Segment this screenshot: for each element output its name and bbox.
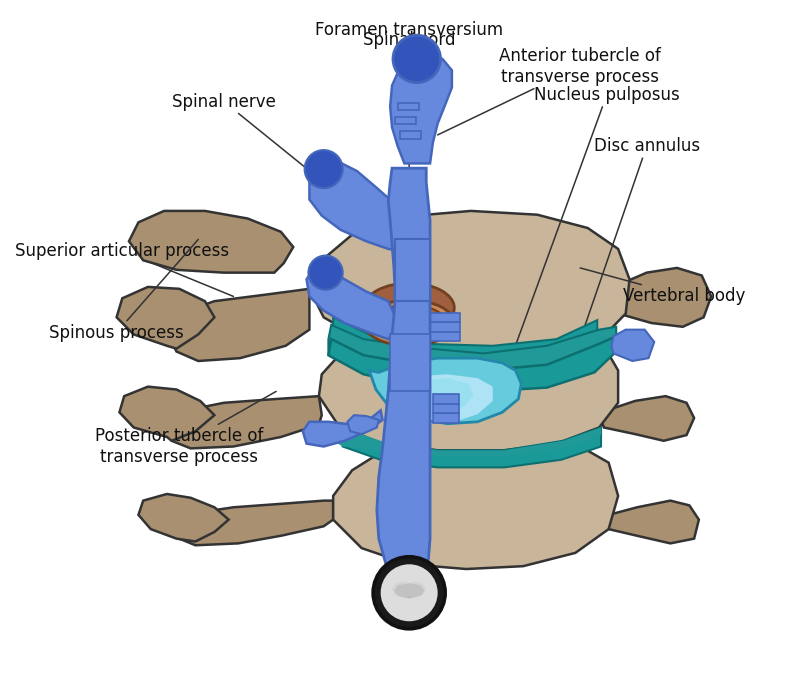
Ellipse shape: [364, 283, 454, 332]
Polygon shape: [390, 334, 430, 391]
Polygon shape: [333, 434, 618, 569]
Circle shape: [309, 256, 342, 290]
Polygon shape: [395, 239, 430, 301]
Text: Vertebral body: Vertebral body: [580, 268, 746, 305]
Polygon shape: [433, 413, 459, 423]
Circle shape: [305, 150, 342, 188]
Polygon shape: [347, 415, 378, 434]
Polygon shape: [430, 332, 461, 341]
Polygon shape: [409, 378, 474, 412]
Polygon shape: [611, 330, 654, 361]
Polygon shape: [333, 428, 601, 456]
Polygon shape: [117, 287, 214, 349]
Polygon shape: [129, 211, 294, 273]
Polygon shape: [433, 404, 459, 413]
Polygon shape: [388, 374, 493, 422]
Ellipse shape: [364, 300, 454, 346]
Polygon shape: [302, 410, 382, 447]
Text: Superior articular process: Superior articular process: [15, 242, 234, 296]
Polygon shape: [400, 198, 423, 205]
Polygon shape: [400, 207, 423, 215]
Polygon shape: [392, 581, 426, 598]
Polygon shape: [400, 218, 423, 226]
Polygon shape: [310, 161, 405, 251]
Text: Spinous process: Spinous process: [50, 239, 198, 341]
Text: Disc annulus: Disc annulus: [575, 137, 700, 354]
Text: Anterior tubercle of
transverse process: Anterior tubercle of transverse process: [438, 47, 661, 135]
Polygon shape: [177, 501, 333, 545]
Polygon shape: [319, 323, 618, 450]
Polygon shape: [433, 394, 459, 404]
Polygon shape: [119, 386, 214, 440]
Polygon shape: [310, 211, 630, 359]
Polygon shape: [167, 289, 310, 361]
Polygon shape: [370, 358, 522, 423]
Polygon shape: [430, 313, 461, 322]
Polygon shape: [604, 501, 699, 543]
Text: Posterior tubercle of
transverse process: Posterior tubercle of transverse process: [95, 391, 276, 466]
Circle shape: [393, 35, 441, 83]
Text: Nucleus pulposus: Nucleus pulposus: [494, 86, 680, 403]
Text: Foramen transversium: Foramen transversium: [315, 21, 503, 59]
Polygon shape: [167, 396, 322, 449]
Polygon shape: [306, 268, 395, 339]
Polygon shape: [601, 396, 694, 440]
Polygon shape: [138, 494, 229, 542]
Polygon shape: [377, 168, 430, 577]
Polygon shape: [394, 583, 424, 598]
Polygon shape: [395, 117, 416, 124]
Circle shape: [373, 557, 446, 629]
Circle shape: [381, 564, 438, 621]
Polygon shape: [398, 103, 418, 110]
Polygon shape: [329, 325, 616, 371]
Ellipse shape: [372, 305, 446, 341]
Text: Spinal cord: Spinal cord: [363, 31, 455, 560]
Polygon shape: [614, 268, 711, 327]
Polygon shape: [400, 131, 421, 139]
Text: Spinal nerve: Spinal nerve: [172, 92, 382, 230]
Polygon shape: [342, 428, 601, 467]
Polygon shape: [430, 322, 461, 332]
Polygon shape: [329, 337, 616, 391]
Polygon shape: [333, 317, 598, 363]
Polygon shape: [390, 54, 452, 163]
